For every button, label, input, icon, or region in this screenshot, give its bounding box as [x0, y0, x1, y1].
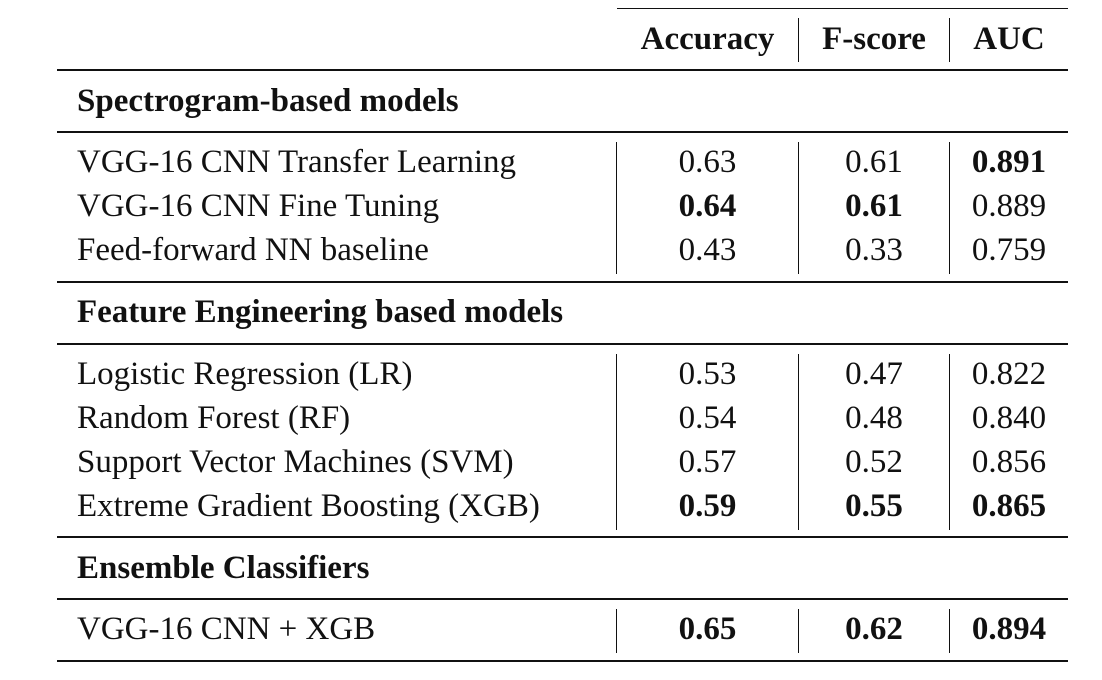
rule-above-section-3 — [57, 536, 1068, 538]
fscore-value: 0.61 — [845, 144, 903, 180]
group1-divider-2 — [949, 142, 951, 274]
group1-divider-1 — [798, 142, 800, 274]
section-title: Feature Engineering based models — [77, 294, 564, 330]
auc-value: 0.856 — [971, 444, 1047, 480]
auc-value: 0.822 — [971, 356, 1047, 392]
accuracy-value: 0.59 — [678, 488, 737, 524]
header-divider-2 — [949, 18, 951, 62]
model-name: Random Forest (RF) — [77, 400, 351, 436]
fscore-value: 0.48 — [845, 400, 903, 436]
group2-divider-1 — [798, 354, 800, 530]
model-name: Support Vector Machines (SVM) — [77, 444, 514, 480]
auc-value: 0.891 — [971, 144, 1047, 180]
fscore-value: 0.55 — [845, 488, 903, 524]
model-name: VGG-16 CNN Transfer Learning — [77, 144, 517, 180]
accuracy-value: 0.64 — [678, 188, 737, 224]
rule-below-section-2 — [57, 343, 1068, 345]
rule-above-section-2 — [57, 281, 1068, 283]
column-header-auc: AUC — [973, 21, 1045, 57]
accuracy-value: 0.63 — [678, 144, 737, 180]
fscore-value: 0.52 — [845, 444, 903, 480]
auc-value: 0.889 — [971, 188, 1047, 224]
group1-divider-0 — [616, 142, 618, 274]
column-header-accuracy: Accuracy — [640, 21, 775, 57]
fscore-value: 0.47 — [845, 356, 903, 392]
model-name: Feed-forward NN baseline — [77, 232, 429, 268]
accuracy-value: 0.57 — [678, 444, 737, 480]
model-name: Extreme Gradient Boosting (XGB) — [77, 488, 540, 524]
top-rule-header — [617, 8, 1068, 10]
group3-divider-1 — [798, 609, 800, 653]
accuracy-value: 0.53 — [678, 356, 737, 392]
bottom-rule — [57, 660, 1068, 663]
model-name: Logistic Regression (LR) — [77, 356, 413, 392]
rule-below-header — [57, 69, 1068, 71]
auc-value: 0.894 — [971, 611, 1047, 647]
group3-divider-2 — [949, 609, 951, 653]
rule-below-section-1 — [57, 131, 1068, 133]
group2-divider-2 — [949, 354, 951, 530]
auc-value: 0.840 — [971, 400, 1047, 436]
fscore-value: 0.33 — [845, 232, 903, 268]
accuracy-value: 0.43 — [678, 232, 737, 268]
fscore-value: 0.62 — [845, 611, 903, 647]
group3-divider-0 — [616, 609, 618, 653]
auc-value: 0.865 — [971, 488, 1047, 524]
group2-divider-0 — [616, 354, 618, 530]
section-title: Spectrogram-based models — [77, 83, 459, 119]
model-name: VGG-16 CNN Fine Tuning — [77, 188, 440, 224]
accuracy-value: 0.65 — [678, 611, 737, 647]
header-divider-1 — [798, 18, 800, 62]
auc-value: 0.759 — [971, 232, 1047, 268]
section-title: Ensemble Classifiers — [77, 550, 370, 586]
accuracy-value: 0.54 — [678, 400, 737, 436]
rule-below-section-3 — [57, 598, 1068, 600]
fscore-value: 0.61 — [845, 188, 903, 224]
model-name: VGG-16 CNN + XGB — [77, 611, 376, 647]
column-header-fscore: F-score — [822, 21, 926, 57]
